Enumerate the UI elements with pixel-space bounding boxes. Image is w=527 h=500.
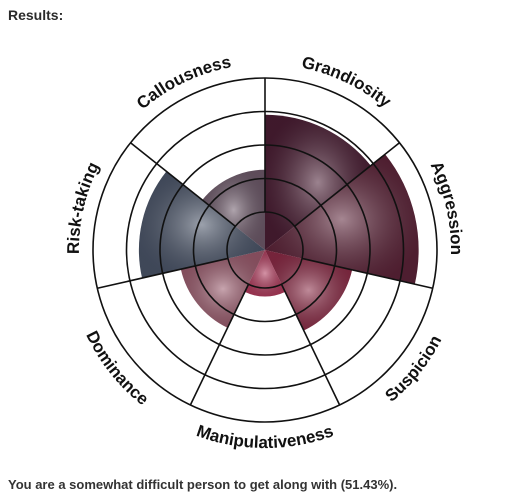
sector-label-risk-taking: Risk-taking (64, 159, 103, 254)
grid-spoke (130, 142, 236, 227)
sector-layer (138, 114, 419, 331)
sector-label-dominance: Dominance (82, 328, 152, 409)
sector-shade-risk-taking (138, 171, 265, 279)
grid-spoke (294, 142, 400, 227)
result-summary: You are a somewhat difficult person to g… (8, 477, 398, 492)
sector-label-callousness: Callousness (133, 52, 233, 113)
grid-layer (92, 77, 438, 423)
sector-shade-dominance (180, 250, 265, 328)
results-heading: Results: (8, 7, 64, 23)
personality-wheel-chart: Grandiosity Aggression Suspicion Manipulati… (64, 52, 466, 452)
sector-shade-callousness (202, 169, 265, 250)
sector-shade-suspicion (265, 250, 353, 331)
sector-label-suspicion: Suspicion (381, 332, 445, 405)
grid-spoke (189, 283, 250, 406)
grid-spoke (280, 283, 341, 406)
sector-label-grandiosity: Grandiosity (300, 53, 395, 112)
sector-label-manipulativeness: Manipulativeness (194, 421, 336, 452)
grid-spoke (301, 257, 433, 290)
sector-label-aggression: Aggression (427, 158, 466, 255)
sector-shade-manipulativeness (244, 250, 286, 297)
grid-spoke (97, 257, 229, 290)
